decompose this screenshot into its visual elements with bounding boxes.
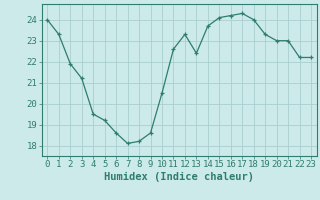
X-axis label: Humidex (Indice chaleur): Humidex (Indice chaleur) [104,172,254,182]
